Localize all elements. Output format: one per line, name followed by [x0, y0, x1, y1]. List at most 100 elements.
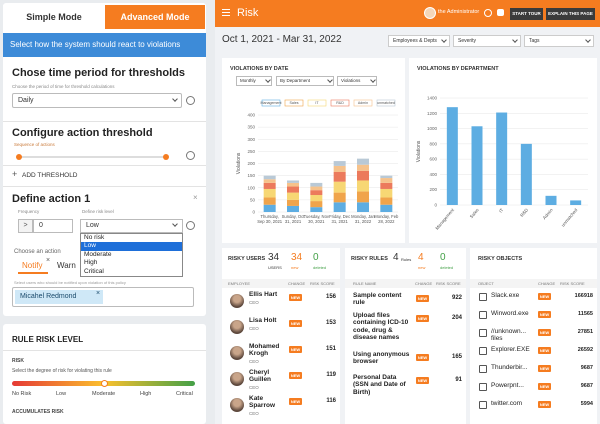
column-header: OBJECT [478, 281, 494, 286]
user-name[interactable]: Mohamed Krogh [249, 343, 280, 358]
separator [3, 350, 206, 351]
card [222, 248, 340, 424]
menu-icon[interactable] [222, 15, 230, 17]
risk-level: No Risk [12, 391, 32, 397]
header-button[interactable]: START TOUR [510, 8, 543, 20]
risk-score: 156 [325, 294, 336, 300]
action-tab[interactable]: Notify [22, 261, 43, 270]
change-badge: NEW [289, 320, 302, 327]
help-icon [186, 151, 195, 160]
label: RISK [12, 358, 24, 364]
count-label: USERS [268, 265, 282, 270]
object-name[interactable]: Slack.exe [491, 292, 520, 299]
rule-name[interactable]: Using anonymous browser [353, 351, 410, 366]
object-icon [479, 365, 487, 373]
close-icon[interactable]: × [96, 290, 101, 297]
rule-name[interactable]: Sample content rule [353, 292, 402, 307]
risk-score: 119 [326, 372, 336, 378]
operator: > [18, 219, 33, 233]
add-threshold[interactable]: ADD THRESHOLD [22, 172, 78, 179]
chart-control[interactable]: Violations [337, 76, 377, 86]
user-name[interactable]: Kate Sparrow [249, 395, 276, 410]
filter-dropdown[interactable]: Tags [524, 35, 594, 47]
dropdown-option[interactable]: Moderate [84, 250, 112, 258]
object-name[interactable]: Thunderbir... [491, 364, 528, 371]
user-role: CEO [249, 359, 259, 364]
object-icon [479, 293, 487, 301]
user-name[interactable]: Ellis Hart [249, 291, 278, 298]
object-name[interactable]: //unknown... files [491, 328, 527, 343]
filter-dropdown[interactable]: Severity [453, 35, 521, 47]
risk-score: 922 [451, 295, 462, 301]
tab-advanced[interactable]: Advanced Mode [105, 5, 205, 29]
avatar [230, 398, 244, 412]
column-header: CHANGE [288, 281, 306, 286]
slider-dot[interactable] [163, 154, 169, 160]
tab-simple[interactable]: Simple Mode [3, 5, 105, 29]
count-value: 4 [393, 252, 399, 263]
user-name[interactable]: Cheryl Guillen [249, 369, 272, 384]
help-icon [186, 221, 195, 230]
object-icon [479, 401, 487, 409]
menu-icon[interactable] [222, 9, 230, 11]
icon[interactable] [484, 9, 492, 17]
column-header: RISK SCORE [436, 281, 461, 286]
user-role: CEO [249, 326, 259, 331]
section-title: Configure action threshold [12, 127, 153, 139]
count-value: 4 [418, 252, 424, 263]
rule-name[interactable]: Upload files containing ICD-10 code, dru… [353, 312, 409, 342]
menu-icon[interactable] [222, 12, 230, 14]
filter-dropdown[interactable]: Employees & Depts [388, 35, 450, 47]
slider-dot[interactable] [16, 154, 22, 160]
object-name[interactable]: Winword.exe [491, 310, 529, 317]
dropdown-option[interactable]: Low [81, 242, 182, 251]
dropdown-option[interactable]: No risk [84, 234, 105, 241]
rule-card [3, 324, 206, 424]
object-name[interactable]: twitter.com [491, 400, 523, 407]
risk-marker[interactable] [101, 380, 108, 387]
risk-score: 165 [451, 354, 462, 360]
risk-score: 11565 [578, 311, 593, 317]
change-badge: NEW [416, 377, 429, 384]
count-label: deleted [313, 265, 327, 270]
risk-score: 9687 [580, 383, 593, 389]
section-title: Chose time period for thresholds [12, 67, 185, 79]
object-name[interactable]: Explorer.EXE [491, 346, 530, 353]
count-value: 34 [291, 252, 303, 263]
chart-control[interactable]: By Department [276, 76, 334, 86]
plus-icon: + [12, 169, 18, 179]
change-badge: NEW [538, 311, 551, 318]
chart-control[interactable]: Monthly [236, 76, 272, 86]
risk-score: 5994 [580, 401, 593, 407]
close-icon[interactable]: × [193, 193, 198, 202]
x-tick-label: Thursday, Sep 30, 2021 [257, 214, 283, 224]
dropdown-option[interactable]: High [84, 259, 98, 267]
icon[interactable] [497, 9, 504, 16]
user-chip[interactable]: Micahel Redmond [15, 290, 103, 304]
change-badge: NEW [289, 398, 302, 405]
action-tab[interactable]: Warn [57, 261, 76, 270]
risk-dropdown[interactable]: Low [80, 219, 183, 233]
card [345, 248, 466, 424]
risk-score: 91 [455, 377, 462, 383]
count-label: Rules [401, 257, 412, 262]
user-name[interactable]: Lisa Holt [249, 317, 277, 324]
object-name[interactable]: Powerpnt... [491, 382, 524, 389]
risk-score: 204 [451, 315, 462, 321]
dropdown[interactable]: Daily [12, 93, 182, 108]
dropdown-option[interactable]: Critical [84, 267, 104, 275]
hint: Select the degree of risk for violating … [12, 368, 112, 374]
table-header [222, 279, 340, 288]
change-badge: NEW [289, 294, 302, 301]
column-header: CHANGE [538, 281, 556, 286]
date-range[interactable]: Oct 1, 2021 - Mar 31, 2022 [222, 34, 342, 45]
frequency-input[interactable]: 0 [33, 219, 73, 233]
user-role: CEO [249, 300, 259, 305]
x-tick-label: Friday, Dec 31, 2021 [329, 214, 351, 224]
close-icon[interactable]: × [46, 257, 51, 264]
object-icon [479, 347, 487, 355]
count-label: deleted [440, 265, 454, 270]
rule-name[interactable]: Personal Data (SSN and Date of Birth) [353, 374, 406, 396]
count-value: 0 [313, 252, 319, 263]
header-button[interactable]: EXPLAIN THIS PAGE [546, 8, 595, 20]
